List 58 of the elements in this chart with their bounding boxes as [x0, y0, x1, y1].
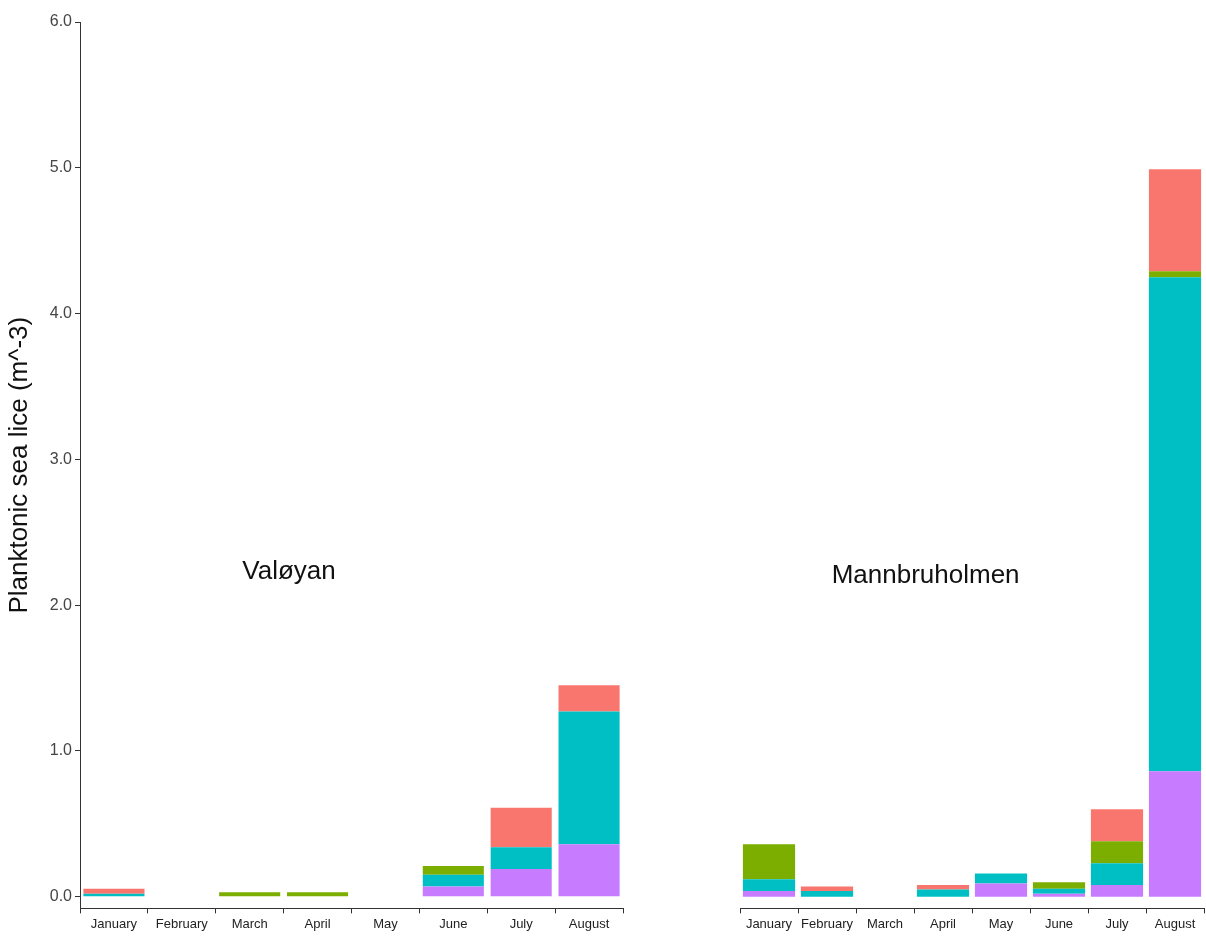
y-tick-label: 1.0	[49, 741, 73, 759]
x-tick-label: May	[373, 915, 399, 931]
bar	[1148, 277, 1202, 772]
bar	[422, 886, 484, 897]
bar	[558, 711, 620, 845]
bar	[742, 879, 796, 891]
x-tick-label: January	[745, 915, 793, 931]
bar	[1090, 885, 1144, 897]
x-tick-label: August	[1154, 915, 1196, 931]
annotation: Valøyan	[242, 554, 336, 585]
bar	[558, 685, 620, 712]
x-tick-label: April	[929, 915, 957, 931]
bar	[1090, 809, 1144, 842]
bar	[422, 874, 484, 887]
x-tick-label: July	[1105, 915, 1130, 931]
bar	[1148, 169, 1202, 272]
bar	[490, 807, 552, 848]
bar	[1148, 771, 1202, 897]
x-tick-label: May	[988, 915, 1014, 931]
bar	[800, 886, 854, 891]
bar	[974, 873, 1028, 884]
bar	[1090, 863, 1144, 886]
bar	[800, 890, 854, 897]
y-tick-label: 3.0	[49, 449, 73, 467]
bar	[83, 888, 145, 894]
x-tick-label: February	[155, 915, 209, 931]
bar	[974, 883, 1028, 897]
y-tick-label: 5.0	[49, 158, 73, 176]
annotation: Mannbruholmen	[831, 559, 1020, 590]
bar	[1032, 893, 1086, 897]
x-tick-label: April	[304, 915, 331, 931]
y-tick-label: 0.0	[49, 887, 73, 905]
bar	[916, 885, 970, 890]
y-tick-label: 2.0	[49, 595, 73, 613]
x-tick-label: March	[231, 915, 268, 931]
y-axis-title: Planktonic sea lice (m^-3)	[2, 316, 33, 614]
y-tick-label: 4.0	[49, 303, 73, 321]
x-tick-label: June	[1044, 915, 1074, 931]
bar	[1032, 888, 1086, 894]
bar	[422, 866, 484, 875]
bar	[287, 892, 349, 897]
bar	[219, 892, 281, 897]
bar	[490, 869, 552, 897]
x-tick-label: March	[866, 915, 904, 931]
x-tick-label: August	[568, 915, 610, 931]
bar	[916, 889, 970, 897]
x-tick-label: July	[509, 915, 534, 931]
x-tick-label: January	[90, 915, 138, 931]
bar	[558, 844, 620, 897]
bar	[742, 844, 796, 880]
bar	[742, 890, 796, 897]
bar	[1148, 271, 1202, 278]
y-tick-label: 6.0	[49, 12, 73, 30]
x-tick-label: June	[439, 915, 468, 931]
bar	[1032, 882, 1086, 889]
x-tick-label: February	[800, 915, 854, 931]
bar	[490, 847, 552, 870]
bar	[1090, 841, 1144, 864]
